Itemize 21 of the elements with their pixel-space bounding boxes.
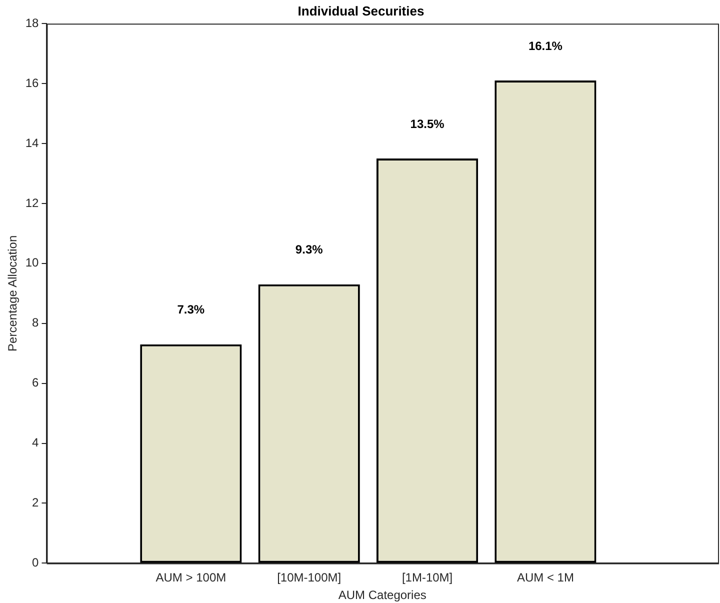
data-label: 16.1% <box>528 38 563 53</box>
y-tick-label: 2 <box>32 496 40 510</box>
x-tick-label: [10M-100M] <box>277 570 342 585</box>
x-axis-title: AUM Categories <box>338 588 426 602</box>
y-axis-title: Percentage Allocation <box>6 235 20 352</box>
y-tick-label: 10 <box>25 256 40 270</box>
y-tick-label: 4 <box>32 436 40 450</box>
x-tick-label: [1M-10M] <box>402 570 453 585</box>
data-label: 7.3% <box>177 302 205 317</box>
x-tick-label: AUM < 1M <box>516 570 574 585</box>
data-label: 13.5% <box>410 116 445 131</box>
x-tick-label: AUM > 100M <box>156 570 226 585</box>
y-tick-label: 6 <box>32 376 40 390</box>
y-tick-label: 8 <box>32 316 40 330</box>
y-tick-label: 18 <box>25 16 40 30</box>
y-tick-label: 16 <box>25 76 40 90</box>
chart-title: Individual Securities <box>298 3 424 18</box>
y-tick-label: 14 <box>25 136 40 150</box>
y-tick-label: 0 <box>32 556 40 570</box>
y-tick-label: 12 <box>25 196 40 210</box>
data-label: 9.3% <box>295 242 324 257</box>
